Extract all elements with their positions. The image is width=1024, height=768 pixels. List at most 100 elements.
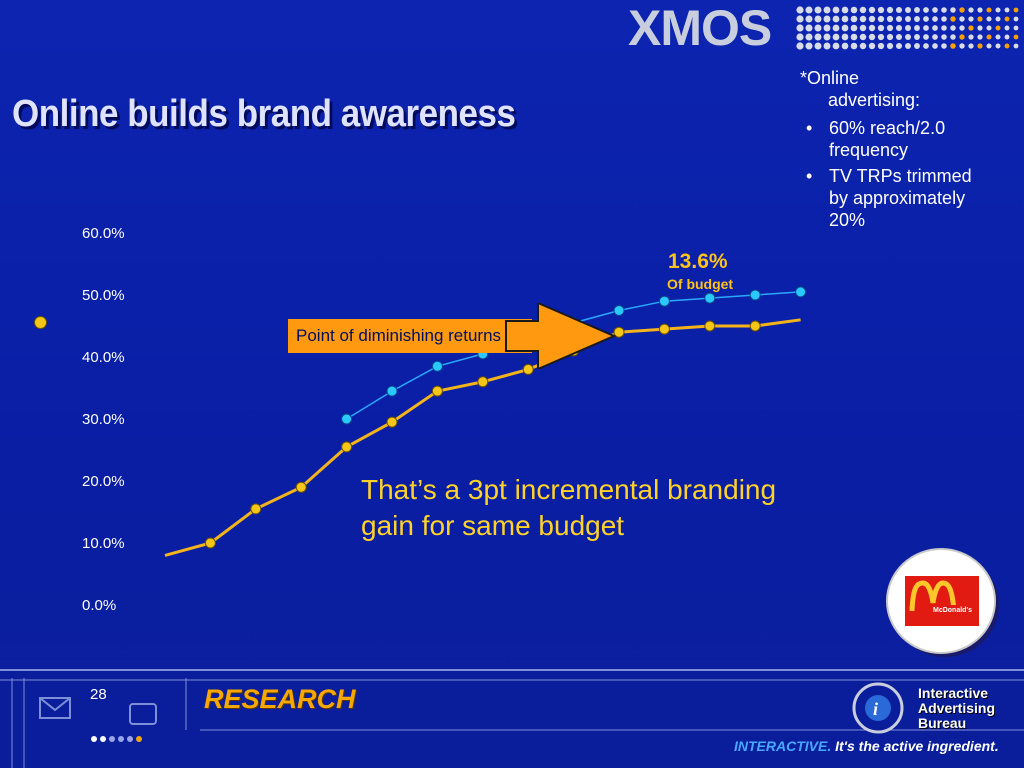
svg-text:McDonald's: McDonald's xyxy=(933,607,972,614)
logo-dot xyxy=(932,25,938,31)
logo-dot xyxy=(814,42,822,50)
data-point xyxy=(431,360,443,372)
logo-dot xyxy=(968,43,974,49)
logo-dot xyxy=(941,16,947,22)
logo-dot xyxy=(1013,16,1019,22)
data-point xyxy=(613,326,625,338)
logo-dot xyxy=(923,25,929,31)
logo-dot xyxy=(796,24,804,32)
logo-dot xyxy=(995,16,1001,22)
logo-dot xyxy=(877,24,885,32)
sidebar-bullet: TV TRPs trimmed by approximately 20% xyxy=(806,165,990,231)
y-tick-label: 50.0% xyxy=(82,287,125,304)
logo-dot xyxy=(941,34,947,40)
logo-dot xyxy=(968,7,974,13)
logo-dot xyxy=(959,25,965,31)
logo-dot xyxy=(905,25,911,31)
iab-line: Bureau xyxy=(918,715,967,731)
logo-dot xyxy=(905,34,911,40)
logo-dot xyxy=(841,15,849,23)
data-point xyxy=(250,503,262,515)
right-arrow-icon xyxy=(505,303,617,369)
logo-dot xyxy=(986,16,992,22)
logo-dot xyxy=(859,33,867,41)
logo-dot xyxy=(832,33,840,41)
logo-dot xyxy=(923,16,929,22)
logo-dot xyxy=(859,15,867,23)
footer-bar: i xyxy=(0,668,1024,768)
mail-icon xyxy=(40,698,70,718)
sidebar-bullet: 60% reach/2.0 frequency xyxy=(806,117,990,161)
sidebar-heading-cont: advertising: xyxy=(828,90,921,110)
data-point xyxy=(477,376,489,388)
logo-dot xyxy=(796,42,804,50)
logo-dot xyxy=(959,43,965,49)
data-point xyxy=(204,537,216,549)
section-label: RESEARCH xyxy=(204,684,356,714)
logo-dot xyxy=(914,16,920,22)
logo-dot xyxy=(850,33,858,41)
y-tick-label: 30.0% xyxy=(82,411,125,428)
logo-dot xyxy=(805,6,813,14)
data-point xyxy=(386,416,398,428)
sidebar-notes: *Online advertising: 60% reach/2.0 frequ… xyxy=(800,67,990,235)
legend-marker xyxy=(34,316,47,329)
logo-dot xyxy=(986,7,992,13)
logo-dot xyxy=(877,6,885,14)
tagline-a: INTERACTIVE. xyxy=(734,738,832,754)
logo-dot xyxy=(841,42,849,50)
logo-dot xyxy=(841,24,849,32)
logo-dot xyxy=(814,6,822,14)
logo-dot xyxy=(796,6,804,14)
logo-dot xyxy=(905,43,911,49)
logo-dot xyxy=(977,25,983,31)
logo-dot xyxy=(995,25,1001,31)
logo-dot xyxy=(1004,7,1010,13)
logo-dot xyxy=(850,6,858,14)
logo-dot xyxy=(859,6,867,14)
logo-dot xyxy=(1004,25,1010,31)
data-point xyxy=(386,385,398,397)
logo-dot xyxy=(959,7,965,13)
logo-dot xyxy=(886,15,894,23)
logo-dot xyxy=(968,25,974,31)
logo-dot xyxy=(959,16,965,22)
logo-dot xyxy=(823,42,831,50)
logo-dot xyxy=(950,34,956,40)
logo-dot xyxy=(1013,43,1019,49)
logo-dot xyxy=(796,15,804,23)
logo-dot xyxy=(923,7,929,13)
logo-dot xyxy=(914,7,920,13)
logo-dot xyxy=(914,43,920,49)
svg-text:i: i xyxy=(873,699,878,719)
logo-dot xyxy=(805,24,813,32)
logo-dot xyxy=(986,25,992,31)
logo-dot xyxy=(859,42,867,50)
diminishing-returns-label: Point of diminishing returns xyxy=(288,319,532,353)
logo-dot xyxy=(1004,43,1010,49)
logo-dot xyxy=(950,7,956,13)
logo-dot xyxy=(895,15,903,23)
logo-dot xyxy=(877,33,885,41)
logo-dot xyxy=(905,7,911,13)
data-point xyxy=(522,363,534,375)
logo-dot xyxy=(805,33,813,41)
logo-dot xyxy=(832,6,840,14)
logo-dot xyxy=(823,33,831,41)
data-point xyxy=(658,323,670,335)
logo-dot xyxy=(995,34,1001,40)
logo-dot xyxy=(941,43,947,49)
budget-label: Of budget xyxy=(667,276,734,292)
y-tick-label: 60.0% xyxy=(82,225,125,242)
sidebar-heading: *Online xyxy=(800,68,860,88)
logo-dot xyxy=(1004,16,1010,22)
logo-dot xyxy=(886,24,894,32)
page-number: 28 xyxy=(90,686,107,703)
budget-percent: 13.6% xyxy=(668,250,728,273)
logo-dot xyxy=(895,42,903,50)
tagline-b: It's the active ingredient. xyxy=(835,738,999,754)
data-point xyxy=(704,320,716,332)
logo-dot xyxy=(868,42,876,50)
y-tick-label: 20.0% xyxy=(82,473,125,490)
